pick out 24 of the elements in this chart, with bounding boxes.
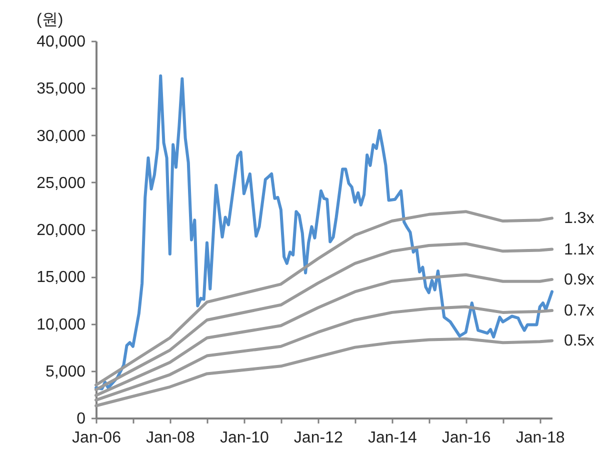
line-series xyxy=(94,337,554,408)
y-tick-label: 35,000 xyxy=(36,80,86,98)
y-tick-label: 5,000 xyxy=(45,363,86,380)
series-label: 1.3x xyxy=(564,210,594,228)
x-tick-label: Jan-14 xyxy=(368,430,417,446)
x-tick-label: Jan-08 xyxy=(146,430,195,446)
series-label: 0.7x xyxy=(564,302,594,320)
line-series xyxy=(94,74,554,390)
y-axis-title: (원) xyxy=(36,12,64,28)
y-tick-label: 15,000 xyxy=(36,269,86,286)
y-tick-label: 20,000 xyxy=(36,222,86,239)
series-label: 0.9x xyxy=(564,271,594,288)
y-tick-label: 30,000 xyxy=(36,128,86,145)
series-label: 1.1x xyxy=(564,241,594,258)
x-tick-label: Jan-10 xyxy=(220,430,270,446)
x-tick-label: Jan-18 xyxy=(516,430,565,446)
y-tick-label: 25,000 xyxy=(36,174,86,192)
y-tick-label: 10,000 xyxy=(36,316,86,334)
x-tick-label: Jan-16 xyxy=(442,430,491,446)
y-tick-label: 0 xyxy=(76,410,86,428)
x-tick-label: Jan-12 xyxy=(294,430,343,446)
x-tick-label: Jan-06 xyxy=(72,430,122,446)
y-tick-label: 40,000 xyxy=(36,34,86,50)
series-label: 0.5x xyxy=(564,332,594,350)
